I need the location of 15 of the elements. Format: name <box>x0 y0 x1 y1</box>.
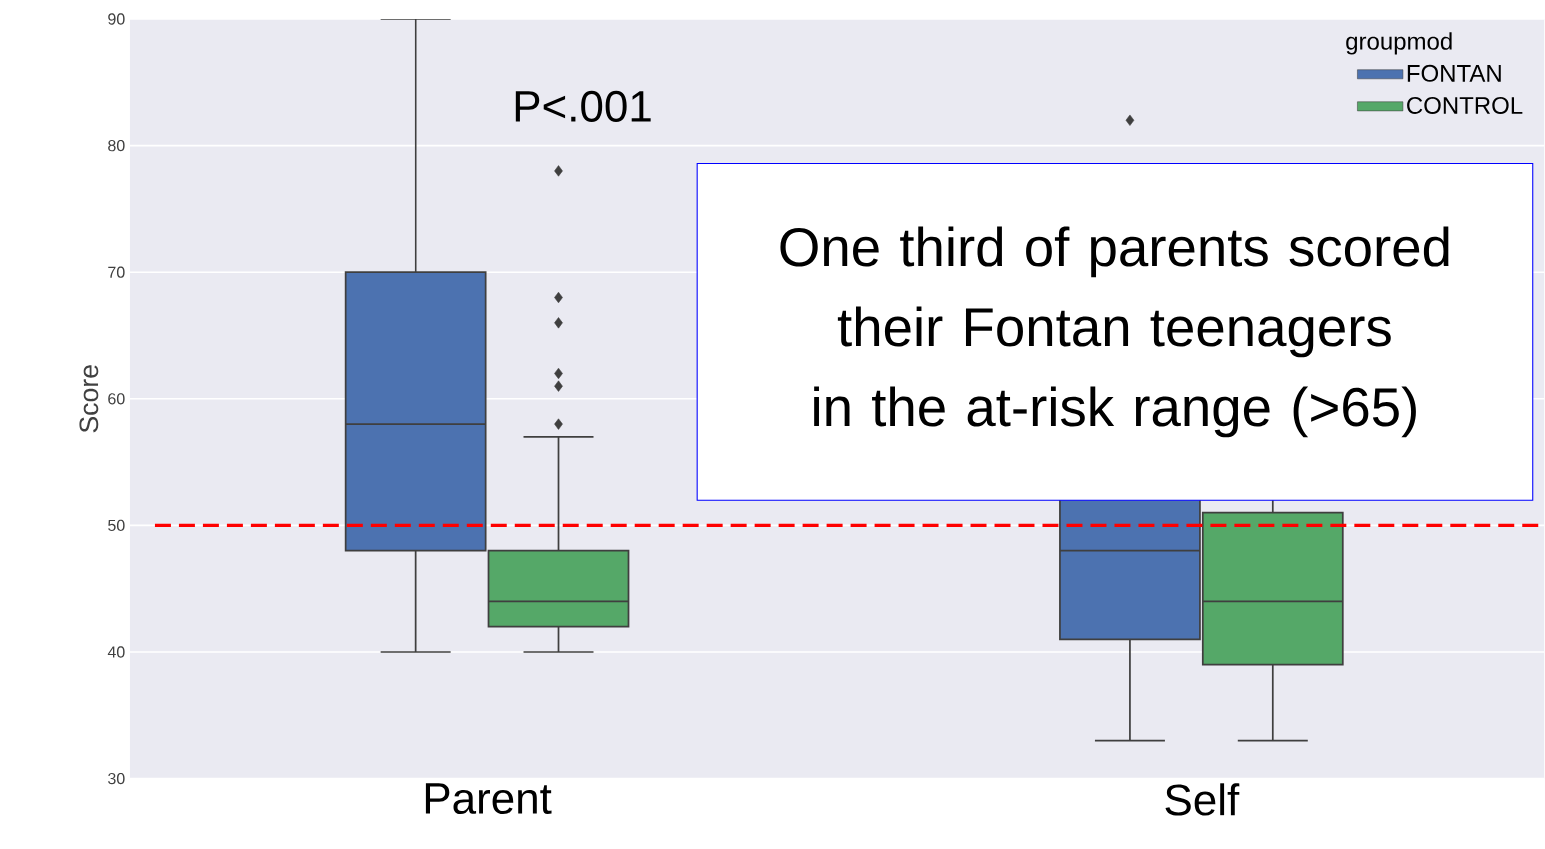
legend-label: FONTAN <box>1407 65 1501 83</box>
legend-label: CONTROL <box>1407 97 1523 115</box>
x-tick-label: Parent <box>425 783 552 815</box>
x-tick-label: Self <box>1165 783 1240 816</box>
y-tick-label: 90 <box>108 13 125 25</box>
y-tick-label: 40 <box>107 646 125 658</box>
y-tick-label: 60 <box>108 393 125 405</box>
annotation: P<.001 <box>515 91 651 123</box>
y-axis-title: Score <box>79 365 99 433</box>
y-tick-label: 70 <box>108 266 125 279</box>
legend-title: groupmod <box>1346 32 1452 55</box>
annotation: One third of parents scored their Fontan teenagers in the at-risk range (>65) <box>780 226 1449 438</box>
y-tick-label: 80 <box>108 140 125 152</box>
y-tick-label: 50 <box>108 519 125 532</box>
y-tick-label: 30 <box>108 773 125 785</box>
